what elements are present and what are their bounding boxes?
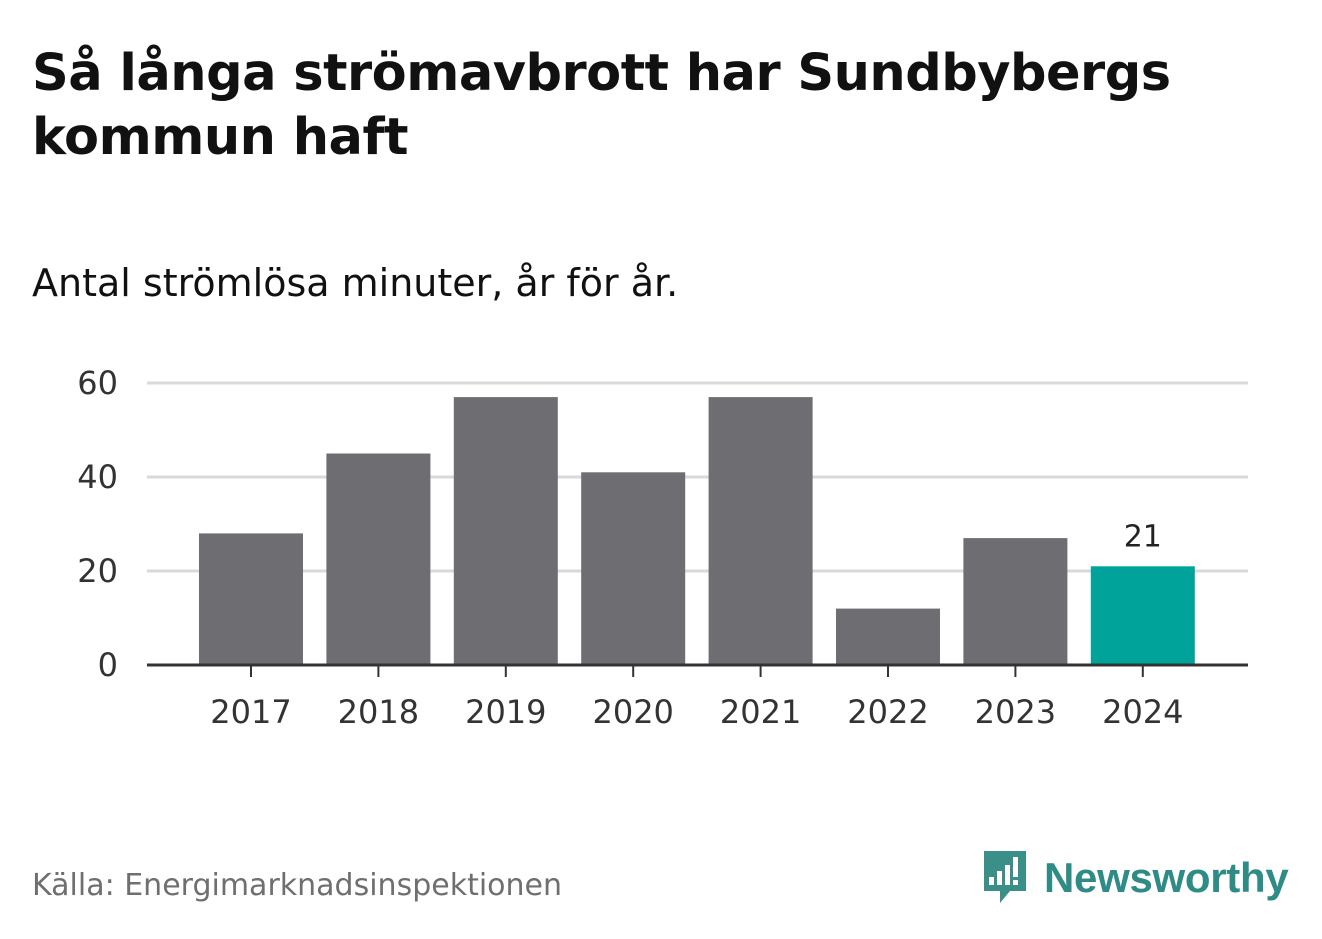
- bar-2024: [1090, 566, 1195, 665]
- chart-title: Så långa strömavbrott har Sundbybergs ko…: [32, 44, 1171, 167]
- x-tick-label: 2024: [1102, 693, 1183, 731]
- x-tick-label: 2017: [210, 693, 291, 731]
- x-tick-label: 2019: [465, 693, 546, 731]
- y-tick-label: 40: [77, 458, 118, 496]
- source-note: Källa: Energimarknadsinspektionen: [32, 868, 563, 903]
- x-tick-label: 2023: [975, 693, 1056, 731]
- y-tick-label: 0: [98, 646, 118, 684]
- brand-name: Newsworthy: [1044, 854, 1289, 901]
- bar-2022: [836, 608, 940, 665]
- bars: [199, 397, 1195, 665]
- grid-lines: [147, 381, 1248, 573]
- x-tick-label: 2020: [592, 693, 673, 731]
- bar-2019: [453, 397, 558, 665]
- x-tick-label: 2021: [720, 693, 801, 731]
- y-tick-label: 60: [77, 364, 118, 402]
- brand-logo: Newsworthy: [980, 847, 1289, 909]
- x-axis-ticks: 2017 2018 2019 2020 2021 2022 2023 2024: [210, 665, 1184, 731]
- bar-2020: [581, 472, 686, 665]
- bar-2023: [963, 538, 1068, 665]
- data-label: 21: [1124, 519, 1162, 554]
- newsworthy-logo-icon: [980, 847, 1030, 909]
- bar-2017: [199, 533, 303, 665]
- chart-subtitle: Antal strömlösa minuter, år för år.: [32, 261, 679, 305]
- x-tick-label: 2018: [338, 693, 419, 731]
- bar-2021: [708, 397, 813, 665]
- data-labels: 21: [1124, 519, 1162, 554]
- y-tick-label: 20: [77, 552, 118, 590]
- bar-2018: [326, 453, 431, 665]
- y-axis-ticks: 0 20 40 60: [77, 364, 118, 684]
- x-tick-label: 2022: [847, 693, 928, 731]
